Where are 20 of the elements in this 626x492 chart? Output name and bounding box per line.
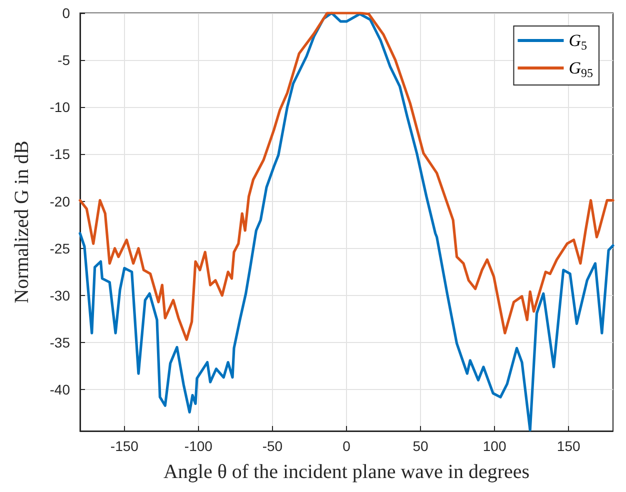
x-tick-label: -100 — [184, 438, 213, 454]
line-series — [78, 12, 614, 341]
y-tick-label: -10 — [50, 99, 70, 116]
y-tick-label: -40 — [50, 382, 70, 398]
x-tick-label: -150 — [110, 438, 139, 454]
x-tick-label: 50 — [412, 438, 429, 454]
x-tick-label: 100 — [482, 438, 506, 454]
y-tick-label: -25 — [50, 240, 70, 256]
x-tick-label: 0 — [342, 438, 351, 454]
y-tick-label: -20 — [50, 193, 70, 210]
x-tick-label: -50 — [262, 438, 283, 454]
y-tick-label: 0 — [62, 5, 70, 21]
y-tick-label: -35 — [50, 334, 70, 351]
x-axis-title: Angle θ of the incident plane wave in degrees — [163, 461, 530, 483]
x-tick-label: 150 — [556, 438, 580, 454]
y-tick-label: -5 — [58, 52, 70, 68]
line-series — [78, 12, 614, 432]
y-tick-label: -30 — [50, 287, 70, 304]
y-tick-label: -15 — [50, 146, 70, 162]
y-axis-title: Normalized G in dB — [11, 140, 33, 304]
